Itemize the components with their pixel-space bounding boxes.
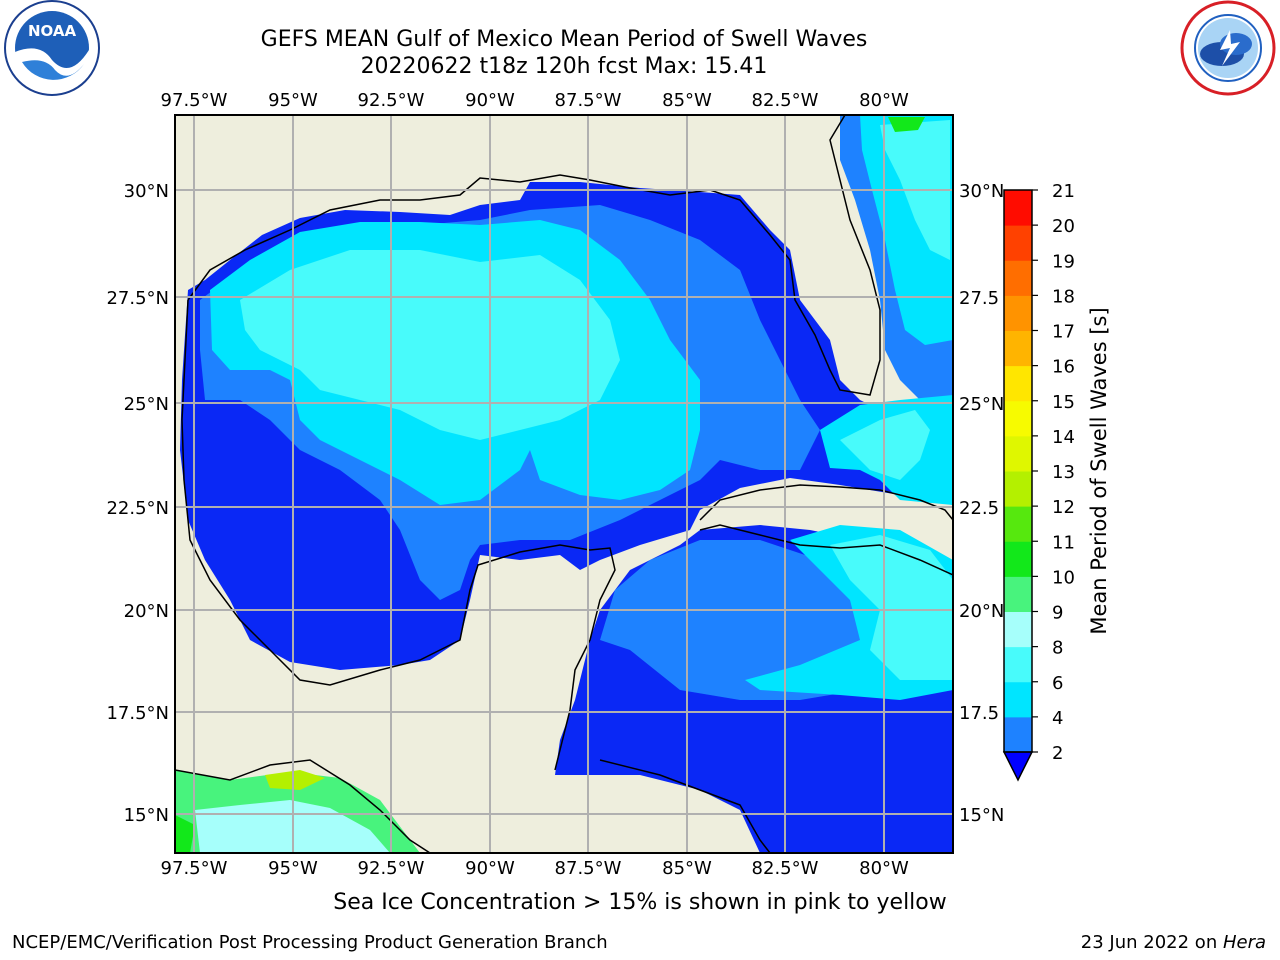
colorbar-label: Mean Period of Swell Waves [s] bbox=[1087, 307, 1111, 634]
lon-label: 85°W bbox=[662, 90, 712, 111]
noaa-logo-text: NOAA bbox=[28, 22, 77, 40]
colorbar-tick-label: 15 bbox=[1052, 392, 1075, 413]
colorbar-segment bbox=[1004, 646, 1032, 683]
colorbar-tick-label: 11 bbox=[1052, 532, 1075, 553]
lon-labels-bottom: 97.5°W 95°W 92.5°W 90°W 87.5°W 85°W 82.5… bbox=[161, 858, 909, 879]
water-green-atlantic bbox=[888, 117, 925, 132]
water-yellow-green-pacific bbox=[265, 770, 325, 790]
lon-label: 97.5°W bbox=[161, 90, 228, 111]
colorbar-tick-label: 16 bbox=[1052, 357, 1075, 378]
colorbar-segment bbox=[1004, 681, 1032, 718]
colorbar-tick-label: 8 bbox=[1052, 638, 1063, 659]
lat-label: 20°N bbox=[124, 601, 169, 622]
lon-label: 92.5°W bbox=[358, 858, 425, 879]
map-border bbox=[174, 114, 954, 854]
noaa-logo: NOAA bbox=[4, 0, 100, 96]
lat-label: 27.5°N bbox=[106, 288, 169, 309]
footer-date: 23 Jun 2022 on Hera bbox=[1081, 932, 1266, 953]
colorbar-segment bbox=[1004, 295, 1032, 331]
lat-label: 25°N bbox=[124, 394, 169, 415]
lon-label: 87.5°W bbox=[555, 858, 622, 879]
coastline-mexico bbox=[181, 299, 616, 771]
lon-label: 95°W bbox=[268, 90, 318, 111]
colorbar-segment bbox=[1004, 435, 1032, 472]
lon-label: 80°W bbox=[859, 90, 909, 111]
lon-label: 82.5°W bbox=[752, 90, 819, 111]
colorbar-tick-label: 14 bbox=[1052, 427, 1075, 448]
colorbar-segment bbox=[1004, 506, 1032, 542]
water-light-cyan-caribbean bbox=[830, 535, 953, 680]
coastline-pacific bbox=[175, 759, 431, 853]
colorbar-segment bbox=[1004, 225, 1032, 261]
lat-label: 17.5°N bbox=[106, 703, 169, 724]
colorbar-tick-label: 17 bbox=[1052, 322, 1075, 343]
map-field bbox=[175, 115, 953, 853]
coastline-central-america bbox=[599, 759, 771, 853]
colorbar-tick-label: 4 bbox=[1052, 708, 1063, 729]
gridlines bbox=[175, 115, 953, 853]
footer-credit: NCEP/EMC/Verification Post Processing Pr… bbox=[12, 932, 608, 953]
lat-label: 22.5°N bbox=[106, 498, 169, 519]
colorbar-tick-label: 10 bbox=[1052, 567, 1075, 588]
map-title: GEFS MEAN Gulf of Mexico Mean Period of … bbox=[260, 27, 868, 52]
sea-ice-caption: Sea Ice Concentration > 15% is shown in … bbox=[333, 890, 947, 915]
lat-label: 15°N bbox=[959, 805, 1004, 826]
lon-label: 80°W bbox=[859, 858, 909, 879]
lat-label: 30°N bbox=[124, 181, 169, 202]
colorbar-segment bbox=[1004, 330, 1032, 367]
colorbar-tick-label: 21 bbox=[1052, 181, 1075, 202]
lon-label: 92.5°W bbox=[358, 90, 425, 111]
footer-date-text: 23 Jun 2022 on bbox=[1080, 932, 1223, 953]
colorbar-segment bbox=[1004, 541, 1032, 577]
lat-label: 15°N bbox=[124, 805, 169, 826]
lat-labels-right: 30°N 27.5 25°N 22.5 20°N 17.5 15°N bbox=[959, 181, 1004, 826]
lon-label: 82.5°W bbox=[752, 858, 819, 879]
footer-machine: Hera bbox=[1222, 932, 1266, 953]
colorbar: 2 4 6 8 9 10 11 12 13 14 15 16 17 18 19 20 21 bbox=[1002, 181, 1075, 782]
lon-label: 95°W bbox=[268, 858, 318, 879]
lat-label: 25°N bbox=[959, 394, 1004, 415]
colorbar-tick-label: 13 bbox=[1052, 462, 1075, 483]
lat-label: 22.5 bbox=[959, 498, 999, 519]
lat-label: 30°N bbox=[959, 181, 1004, 202]
colorbar-tick-label: 2 bbox=[1052, 743, 1063, 764]
lat-label: 27.5 bbox=[959, 288, 999, 309]
lon-labels-top: 97.5°W 95°W 92.5°W 90°W 87.5°W 85°W 82.5… bbox=[161, 90, 909, 111]
lon-label: 90°W bbox=[465, 90, 515, 111]
colorbar-segment bbox=[1004, 400, 1032, 437]
lat-labels-left: 30°N 27.5°N 25°N 22.5°N 20°N 17.5°N 15°N bbox=[106, 181, 169, 826]
lon-label: 85°W bbox=[662, 858, 712, 879]
colorbar-tick-label: 19 bbox=[1052, 251, 1075, 272]
lon-label: 90°W bbox=[465, 858, 515, 879]
lon-label: 97.5°W bbox=[161, 858, 228, 879]
colorbar-segment bbox=[1004, 190, 1032, 226]
colorbar-tick-label: 6 bbox=[1052, 673, 1063, 694]
lat-label: 20°N bbox=[959, 601, 1004, 622]
colorbar-segment bbox=[1004, 716, 1032, 753]
map-subtitle: 20220622 t18z 120h fcst Max: 15.41 bbox=[360, 54, 768, 79]
colorbar-segment bbox=[1004, 260, 1032, 296]
coastline-cuba-south bbox=[699, 524, 953, 576]
nws-logo bbox=[1180, 0, 1276, 96]
lat-label: 17.5 bbox=[959, 703, 999, 724]
colorbar-tick-label: 9 bbox=[1052, 603, 1063, 624]
colorbar-tick-label: 20 bbox=[1052, 216, 1075, 237]
colorbar-under-triangle bbox=[1002, 751, 1034, 782]
coastline-us-gulf bbox=[187, 115, 881, 396]
colorbar-tick-label: 18 bbox=[1052, 286, 1075, 307]
colorbar-tick-label: 12 bbox=[1052, 497, 1075, 518]
colorbar-segment bbox=[1004, 471, 1032, 507]
colorbar-segment bbox=[1004, 576, 1032, 612]
colorbar-segment bbox=[1004, 365, 1032, 402]
lon-label: 87.5°W bbox=[555, 90, 622, 111]
colorbar-segment bbox=[1004, 611, 1032, 648]
water-green-pacific-edge bbox=[175, 815, 195, 853]
